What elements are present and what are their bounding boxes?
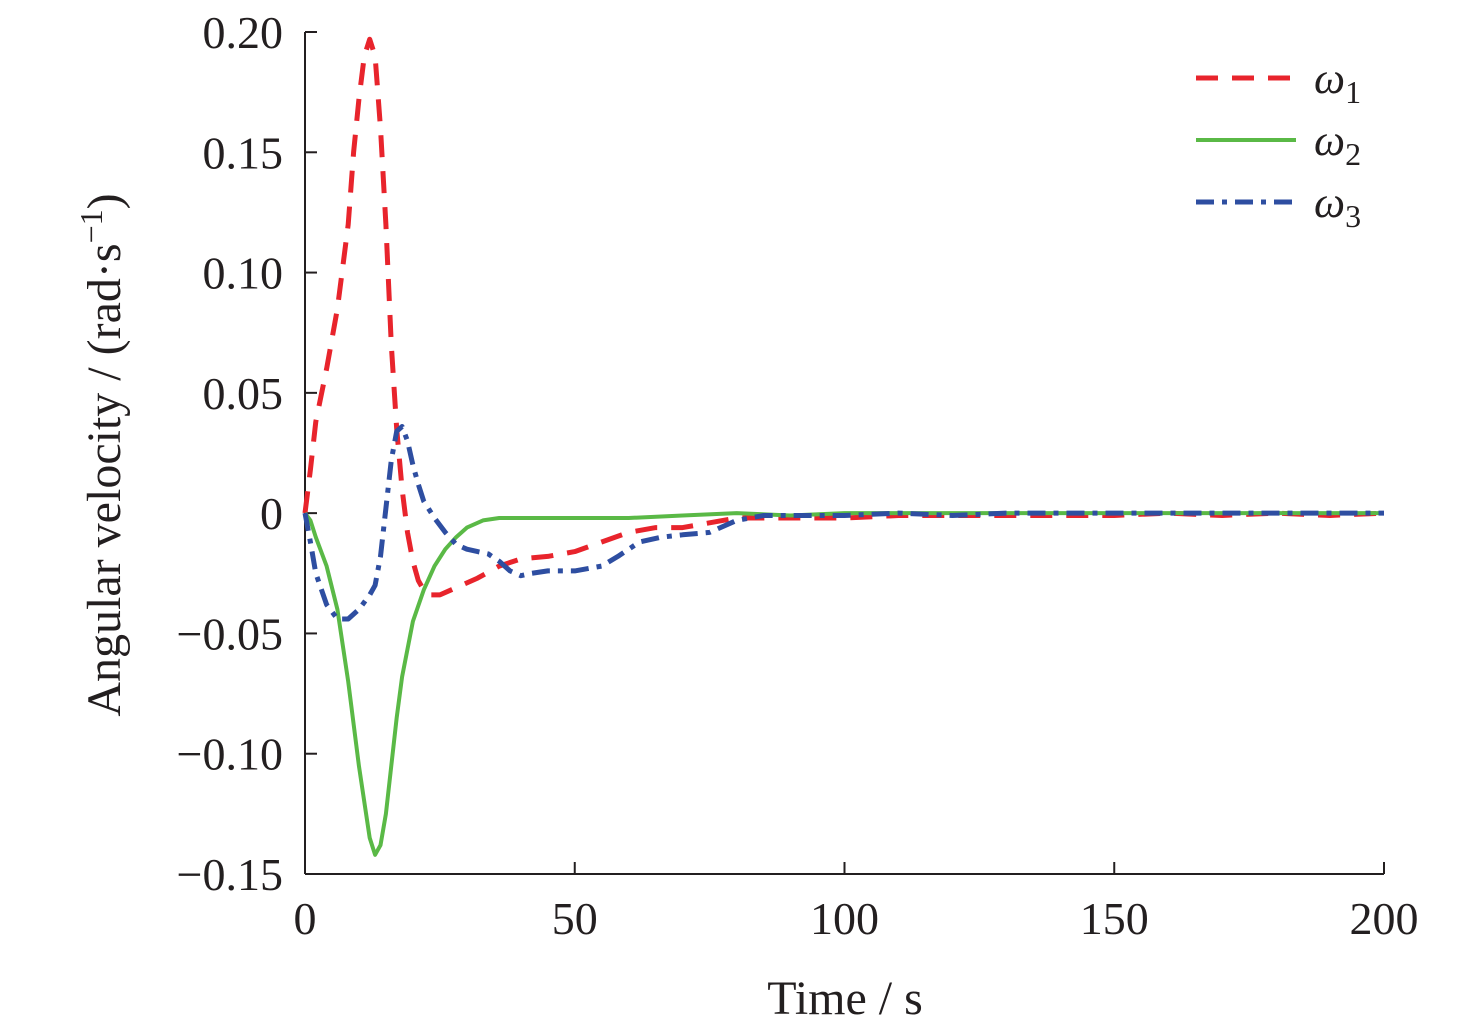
x-axis-ticks: 0 50 100 150 200 [294, 862, 1419, 944]
y-tick-label: −0.15 [177, 849, 283, 900]
y-tick-label: 0.10 [203, 248, 284, 299]
x-tick-label: 200 [1350, 893, 1419, 944]
axes [304, 32, 1384, 875]
y-tick-label: 0.05 [203, 368, 284, 419]
y-tick-label: 0 [260, 488, 283, 539]
x-axis-title: Time / s [767, 972, 923, 1025]
series-layer [302, 36, 1385, 857]
legend: ω1 ω2 ω3 [1196, 54, 1361, 234]
y-axis-title-close: ) [78, 193, 131, 209]
y-axis-title-exponent: −1 [73, 209, 109, 243]
legend-label-omega-2: ω2 [1314, 116, 1361, 172]
x-tick-label: 50 [552, 893, 598, 944]
series-line-omega-1 [302, 36, 1385, 598]
x-tick-label: 100 [810, 893, 879, 944]
series-line-omega-3 [302, 424, 1384, 622]
y-axis-ticks: 0.20 0.15 0.10 0.05 0 −0.05 −0.10 −0.15 [177, 7, 317, 900]
x-tick-label: 0 [294, 893, 317, 944]
y-tick-label: 0.20 [203, 7, 284, 58]
series-line-omega-2 [303, 511, 1384, 857]
legend-label-omega-3: ω3 [1314, 178, 1361, 234]
x-tick-label: 150 [1080, 893, 1149, 944]
y-tick-label: −0.05 [177, 608, 283, 659]
y-axis-title-main: Angular velocity / (rad·s [78, 243, 131, 716]
y-axis-title: Angular velocity / (rad·s−1) [73, 193, 131, 716]
legend-label-omega-1: ω1 [1314, 54, 1361, 110]
y-tick-label: −0.10 [177, 729, 283, 780]
y-tick-label: 0.15 [203, 127, 284, 178]
